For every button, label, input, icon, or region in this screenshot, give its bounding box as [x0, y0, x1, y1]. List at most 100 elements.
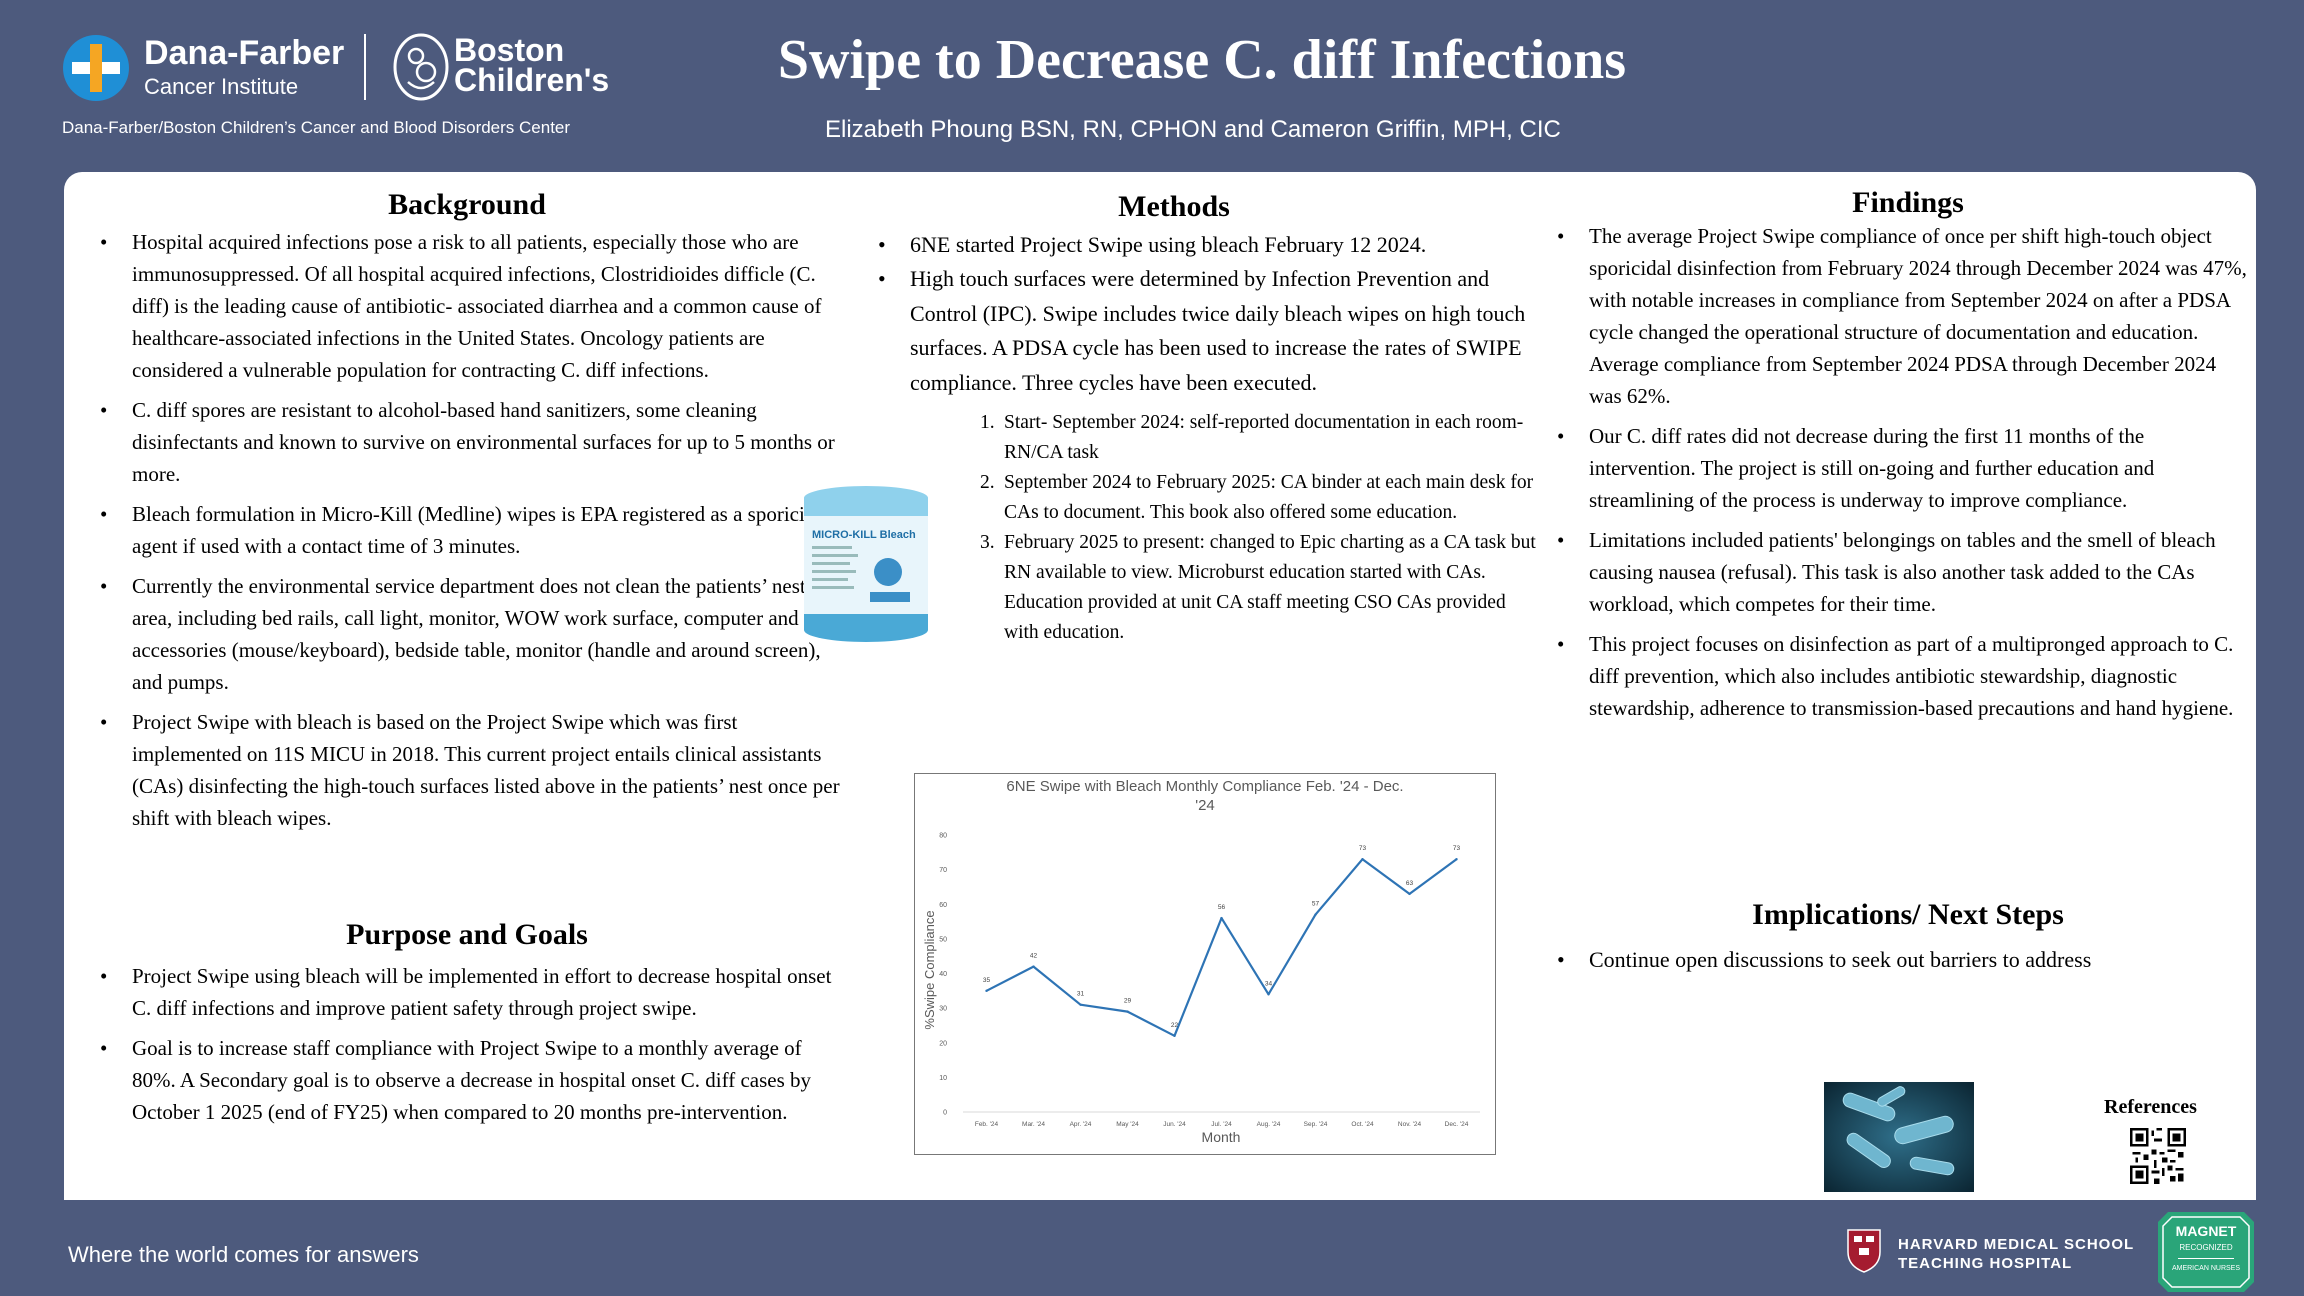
pdsa-step-number: 2.: [980, 472, 995, 493]
chart-data-label: 73: [1453, 845, 1461, 852]
pdsa-step-text: September 2024 to February 2025: CA bind…: [1004, 472, 1534, 523]
methods-bullet: 6NE started Project Swipe using bleach F…: [870, 228, 1544, 262]
implications-section: Implications/ Next Steps Continue open d…: [1549, 898, 2256, 984]
boston-childrens-name-line2: Children's: [454, 62, 610, 98]
background-bullet: Bleach formulation in Micro-Kill (Medlin…: [92, 498, 842, 562]
chart-data-label: 35: [983, 977, 991, 984]
chart-y-tick-label: 10: [939, 1075, 947, 1082]
logo-divider: [364, 34, 366, 100]
pdsa-step-text: February 2025 to present: changed to Epi…: [1004, 532, 1536, 643]
chart-data-label: 56: [1218, 904, 1226, 911]
chart-x-tick-label: Dec. '24: [1445, 1121, 1469, 1128]
findings-heading: Findings: [1852, 186, 1964, 219]
poster-header: Dana-Farber Cancer Institute Boston Chil…: [0, 0, 2304, 172]
pdsa-step: 3. February 2025 to present: changed to E…: [980, 528, 1540, 648]
chart-data-label: 29: [1124, 998, 1132, 1005]
magnet-line2: RECOGNIZED: [2179, 1243, 2233, 1252]
chart-x-tick-label: Sep. '24: [1304, 1121, 1328, 1128]
purpose-bullet: Project Swipe using bleach will be imple…: [92, 960, 842, 1024]
chart-x-tick-label: Feb. '24: [975, 1121, 999, 1128]
poster-panel: Background Hospital acquired infections …: [64, 172, 2256, 1200]
methods-section: Methods 6NE started Project Swipe using …: [804, 190, 1544, 648]
footer-tagline: Where the world comes for answers: [68, 1242, 419, 1267]
methods-bullet: High touch surfaces were determined by I…: [870, 262, 1544, 400]
left-column: Background Hospital acquired infections …: [92, 188, 842, 842]
implications-heading: Implications/ Next Steps: [1752, 898, 2064, 931]
findings-bullet: The average Project Swipe compliance of …: [1549, 220, 2256, 412]
purpose-heading: Purpose and Goals: [346, 918, 588, 951]
chart-y-tick-label: 80: [939, 833, 947, 840]
chart-data-point: [1126, 1010, 1129, 1013]
poster-title: Swipe to Decrease C. diff Infections: [777, 29, 1627, 91]
background-bullet: Hospital acquired infections pose a risk…: [92, 226, 842, 386]
findings-list: The average Project Swipe compliance of …: [1549, 220, 2256, 724]
bacteria-image: [1824, 1082, 1974, 1192]
chart-data-label: 57: [1312, 901, 1320, 908]
background-bullet: Currently the environmental service depa…: [92, 570, 842, 698]
harvard-shield-icon: [1847, 1229, 1881, 1273]
chart-data-point: [1408, 892, 1411, 896]
chart-data-label: 42: [1030, 953, 1038, 960]
findings-section: Findings The average Project Swipe compl…: [1549, 186, 2256, 732]
findings-bullet: This project focuses on disinfection as …: [1549, 628, 2256, 724]
references-label: References: [2104, 1096, 2197, 1118]
pdsa-step: 1. Start- September 2024: self-reported d…: [980, 408, 1540, 468]
chart-data-point: [1173, 1034, 1176, 1038]
chart-x-tick-label: Apr. '24: [1070, 1121, 1092, 1128]
chart-y-tick-label: 0: [943, 1110, 947, 1117]
chart-y-tick-label: 40: [939, 971, 947, 978]
methods-list: 6NE started Project Swipe using bleach F…: [804, 228, 1544, 400]
chart-x-tick-label: Jun. '24: [1163, 1121, 1186, 1128]
dana-farber-name: Dana-Farber: [144, 34, 345, 72]
chart-x-tick-label: Nov. '24: [1398, 1121, 1422, 1128]
compliance-line-chart: 6NE Swipe with Bleach Monthly Compliance…: [914, 773, 1496, 1155]
purpose-bullet: Goal is to increase staff compliance wit…: [92, 1032, 842, 1128]
chart-data-point: [1032, 965, 1035, 968]
chart-data-point: [1079, 1003, 1082, 1006]
pdsa-step-number: 3.: [980, 532, 995, 553]
pdsa-step-text: Start- September 2024: self-reported doc…: [1004, 412, 1524, 463]
implications-bullet: Continue open discussions to seek out ba…: [1549, 944, 2256, 976]
chart-x-tick-label: Jul. '24: [1211, 1121, 1232, 1128]
dana-farber-cross-icon: [63, 35, 129, 101]
hms-line1: HARVARD MEDICAL SCHOOL: [1898, 1236, 2135, 1253]
chart-x-axis-label: Month: [1202, 1129, 1241, 1145]
chart-data-point: [1455, 858, 1458, 861]
boston-childrens-seal-icon: [393, 33, 449, 101]
wipes-brand-label: MICRO-KILL Bleach: [812, 529, 916, 541]
chart-data-label: 73: [1359, 845, 1367, 852]
magnet-line3: AMERICAN NURSES: [2172, 1265, 2240, 1272]
boston-childrens-name-line1: Boston: [454, 32, 565, 68]
chart-data-point: [1220, 916, 1223, 920]
chart-x-tick-label: Aug. '24: [1257, 1121, 1281, 1128]
references-qr-code-icon[interactable]: [2130, 1128, 2186, 1184]
harvard-medical-school-logo: HARVARD MEDICAL SCHOOL TEACHING HOSPITAL: [1846, 1228, 2146, 1278]
poster-authors: Elizabeth Phoung BSN, RN, CPHON and Came…: [825, 116, 1561, 143]
findings-bullet: Limitations included patients' belonging…: [1549, 524, 2256, 620]
boston-childrens-logo: Boston Children's: [392, 32, 632, 104]
purpose-list: Project Swipe using bleach will be imple…: [92, 960, 842, 1128]
chart-title-line2: '24: [1195, 797, 1215, 814]
chart-data-label: 22: [1171, 1022, 1179, 1029]
implications-list: Continue open discussions to seek out ba…: [1549, 944, 2256, 976]
background-list: Hospital acquired infections pose a risk…: [92, 226, 842, 834]
chart-data-label: 34: [1265, 980, 1273, 987]
dana-farber-logo: Dana-Farber Cancer Institute: [62, 34, 362, 104]
chart-y-tick-label: 30: [939, 1006, 947, 1013]
methods-heading: Methods: [1118, 190, 1230, 223]
chart-y-tick-label: 50: [939, 936, 947, 943]
magnet-line1: MAGNET: [2176, 1223, 2237, 1239]
magnet-recognized-badge: MAGNET RECOGNIZED AMERICAN NURSES: [2158, 1212, 2254, 1292]
dana-farber-subtitle: Cancer Institute: [144, 74, 299, 99]
chart-data-label: 63: [1406, 880, 1414, 887]
chart-data-point: [1314, 913, 1317, 916]
findings-bullet: Our C. diff rates did not decrease durin…: [1549, 420, 2256, 516]
chart-x-tick-label: Mar. '24: [1022, 1121, 1045, 1128]
purpose-section: Purpose and Goals Project Swipe using bl…: [92, 918, 842, 1136]
pdsa-step-number: 1.: [980, 412, 995, 433]
chart-title-line1: 6NE Swipe with Bleach Monthly Compliance…: [1006, 778, 1403, 795]
background-heading: Background: [388, 188, 546, 221]
background-bullet: Project Swipe with bleach is based on th…: [92, 706, 842, 834]
chart-data-point: [985, 989, 988, 993]
chart-data-label: 31: [1077, 991, 1085, 998]
